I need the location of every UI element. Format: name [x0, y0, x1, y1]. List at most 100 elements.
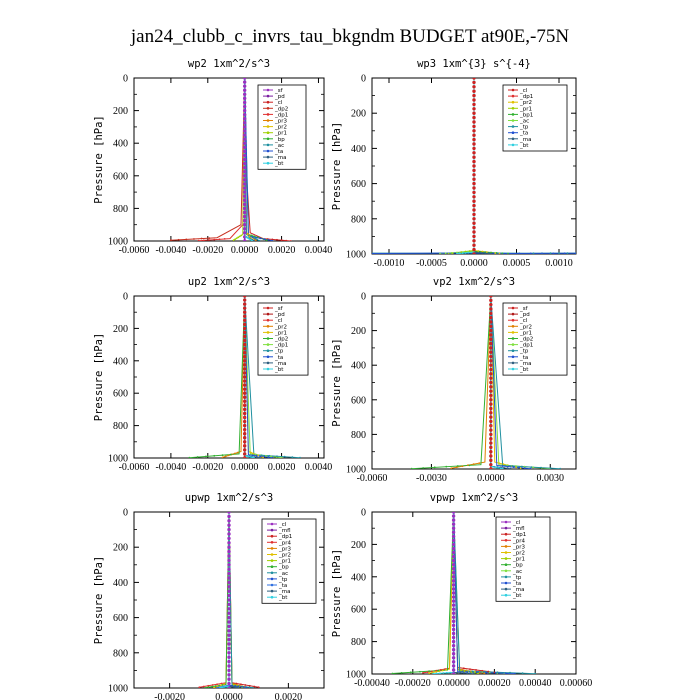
series-point [495, 251, 498, 254]
series-marker [242, 355, 247, 359]
series-point [245, 455, 248, 457]
legend-marker [266, 306, 270, 310]
series-marker [489, 385, 493, 389]
legend-marker [270, 565, 274, 568]
series-marker [472, 124, 476, 129]
x-tick-label: 0.0020 [268, 462, 296, 473]
legend: _cl_mfl_dp1_pr4_pr3_pr2_pr1_bp_ac_tp_ta_… [495, 516, 551, 602]
legend-label: _cl [512, 520, 521, 526]
series-marker [227, 642, 231, 646]
series-point [216, 683, 219, 686]
series-marker [451, 619, 456, 624]
x-tick-label: -0.0020 [192, 462, 223, 473]
series-point [251, 456, 254, 458]
series-line-dp1 [453, 512, 495, 673]
legend-label: _bt [519, 143, 529, 149]
x-tick-label: 0.0040 [305, 462, 333, 473]
series-point [498, 462, 500, 465]
series-point [243, 457, 246, 458]
series-marker [227, 668, 231, 673]
legend-marker [511, 367, 515, 371]
series-marker [227, 615, 231, 620]
series-point [213, 686, 216, 688]
series-marker [451, 607, 456, 611]
series-marker [489, 311, 493, 315]
series-marker [489, 428, 493, 432]
series-point [456, 465, 459, 467]
series-point [207, 684, 210, 687]
series-point [196, 456, 199, 458]
y-tick-label: 400 [351, 572, 366, 583]
series-point [229, 685, 232, 688]
series-point [530, 466, 533, 468]
series-marker [472, 111, 476, 115]
series-point [285, 239, 288, 241]
series-marker [227, 532, 231, 536]
series-marker [451, 603, 456, 607]
series-marker [242, 383, 247, 387]
series-marker [242, 359, 247, 363]
series-marker [451, 562, 456, 567]
series-marker [472, 234, 476, 239]
series-marker [242, 296, 247, 298]
legend: _cl_dp1_pr2_pr1_bp1_ac_tp_ta_ma_bt [502, 84, 568, 152]
y-tick-label: 1000 [346, 250, 366, 261]
series-marker [242, 133, 247, 137]
series-marker [242, 194, 247, 198]
series-point [464, 252, 467, 254]
x-tick-label: -0.0020 [154, 692, 185, 700]
series-point [239, 683, 242, 686]
legend-marker [511, 143, 515, 147]
series-point [469, 672, 472, 674]
series-marker [227, 512, 231, 514]
legend-label: _pr1 [274, 330, 287, 336]
series-point [473, 670, 476, 673]
series-point [507, 252, 509, 254]
legend-marker [266, 94, 270, 98]
series-point [245, 686, 248, 688]
series-marker [227, 523, 231, 527]
series-marker [489, 354, 493, 359]
panel-2: wp3 1xm^{3} s^{-4} Pressure [hPa] 0 200 400 6… [331, 58, 577, 269]
legend-label: _bp [274, 137, 285, 143]
legend: _sf_pd_cl_dp2_dp1_pr3_pr2_pr1_bp_ac_ta_m… [257, 84, 307, 170]
series-marker [489, 441, 493, 445]
series-marker [489, 419, 493, 424]
series-point [258, 456, 261, 458]
x-tick-label: 0.0000 [477, 473, 505, 484]
panels-container: wp2 1xm^2/s^3 Pressure [hPa] 0 200 400 600 800… [93, 58, 592, 700]
legend-marker [504, 581, 508, 585]
series-point [177, 238, 180, 241]
series-marker [242, 174, 247, 178]
series-marker [451, 643, 456, 648]
legend-label: _ac [519, 119, 529, 125]
x-tick-label: 0.0020 [275, 692, 303, 700]
legend-marker [511, 94, 515, 98]
series-point [248, 455, 251, 458]
series-point [449, 671, 452, 674]
series-point [252, 452, 255, 455]
series-point [549, 252, 552, 254]
series-marker [242, 367, 247, 371]
series-point [450, 251, 453, 254]
legend-marker [504, 545, 508, 548]
series-point [249, 456, 252, 458]
series-marker [451, 627, 456, 632]
series-marker [451, 522, 456, 526]
series-point [202, 685, 205, 688]
series-marker [451, 534, 456, 538]
series-point [276, 455, 278, 458]
legend-label: _pr1 [519, 330, 532, 336]
x-tick-label: -0.0005 [416, 258, 447, 269]
legend-label: _tp [274, 349, 284, 355]
legend-marker [504, 569, 508, 573]
series-marker [242, 387, 247, 391]
y-tick-label: 200 [351, 540, 366, 551]
series-point [255, 454, 258, 457]
series-point [459, 671, 462, 674]
legend-label: _dp1 [274, 112, 288, 118]
series-point [566, 252, 569, 254]
series-point [466, 672, 469, 674]
series-point [478, 251, 481, 254]
legend-label: _sf [274, 88, 284, 94]
